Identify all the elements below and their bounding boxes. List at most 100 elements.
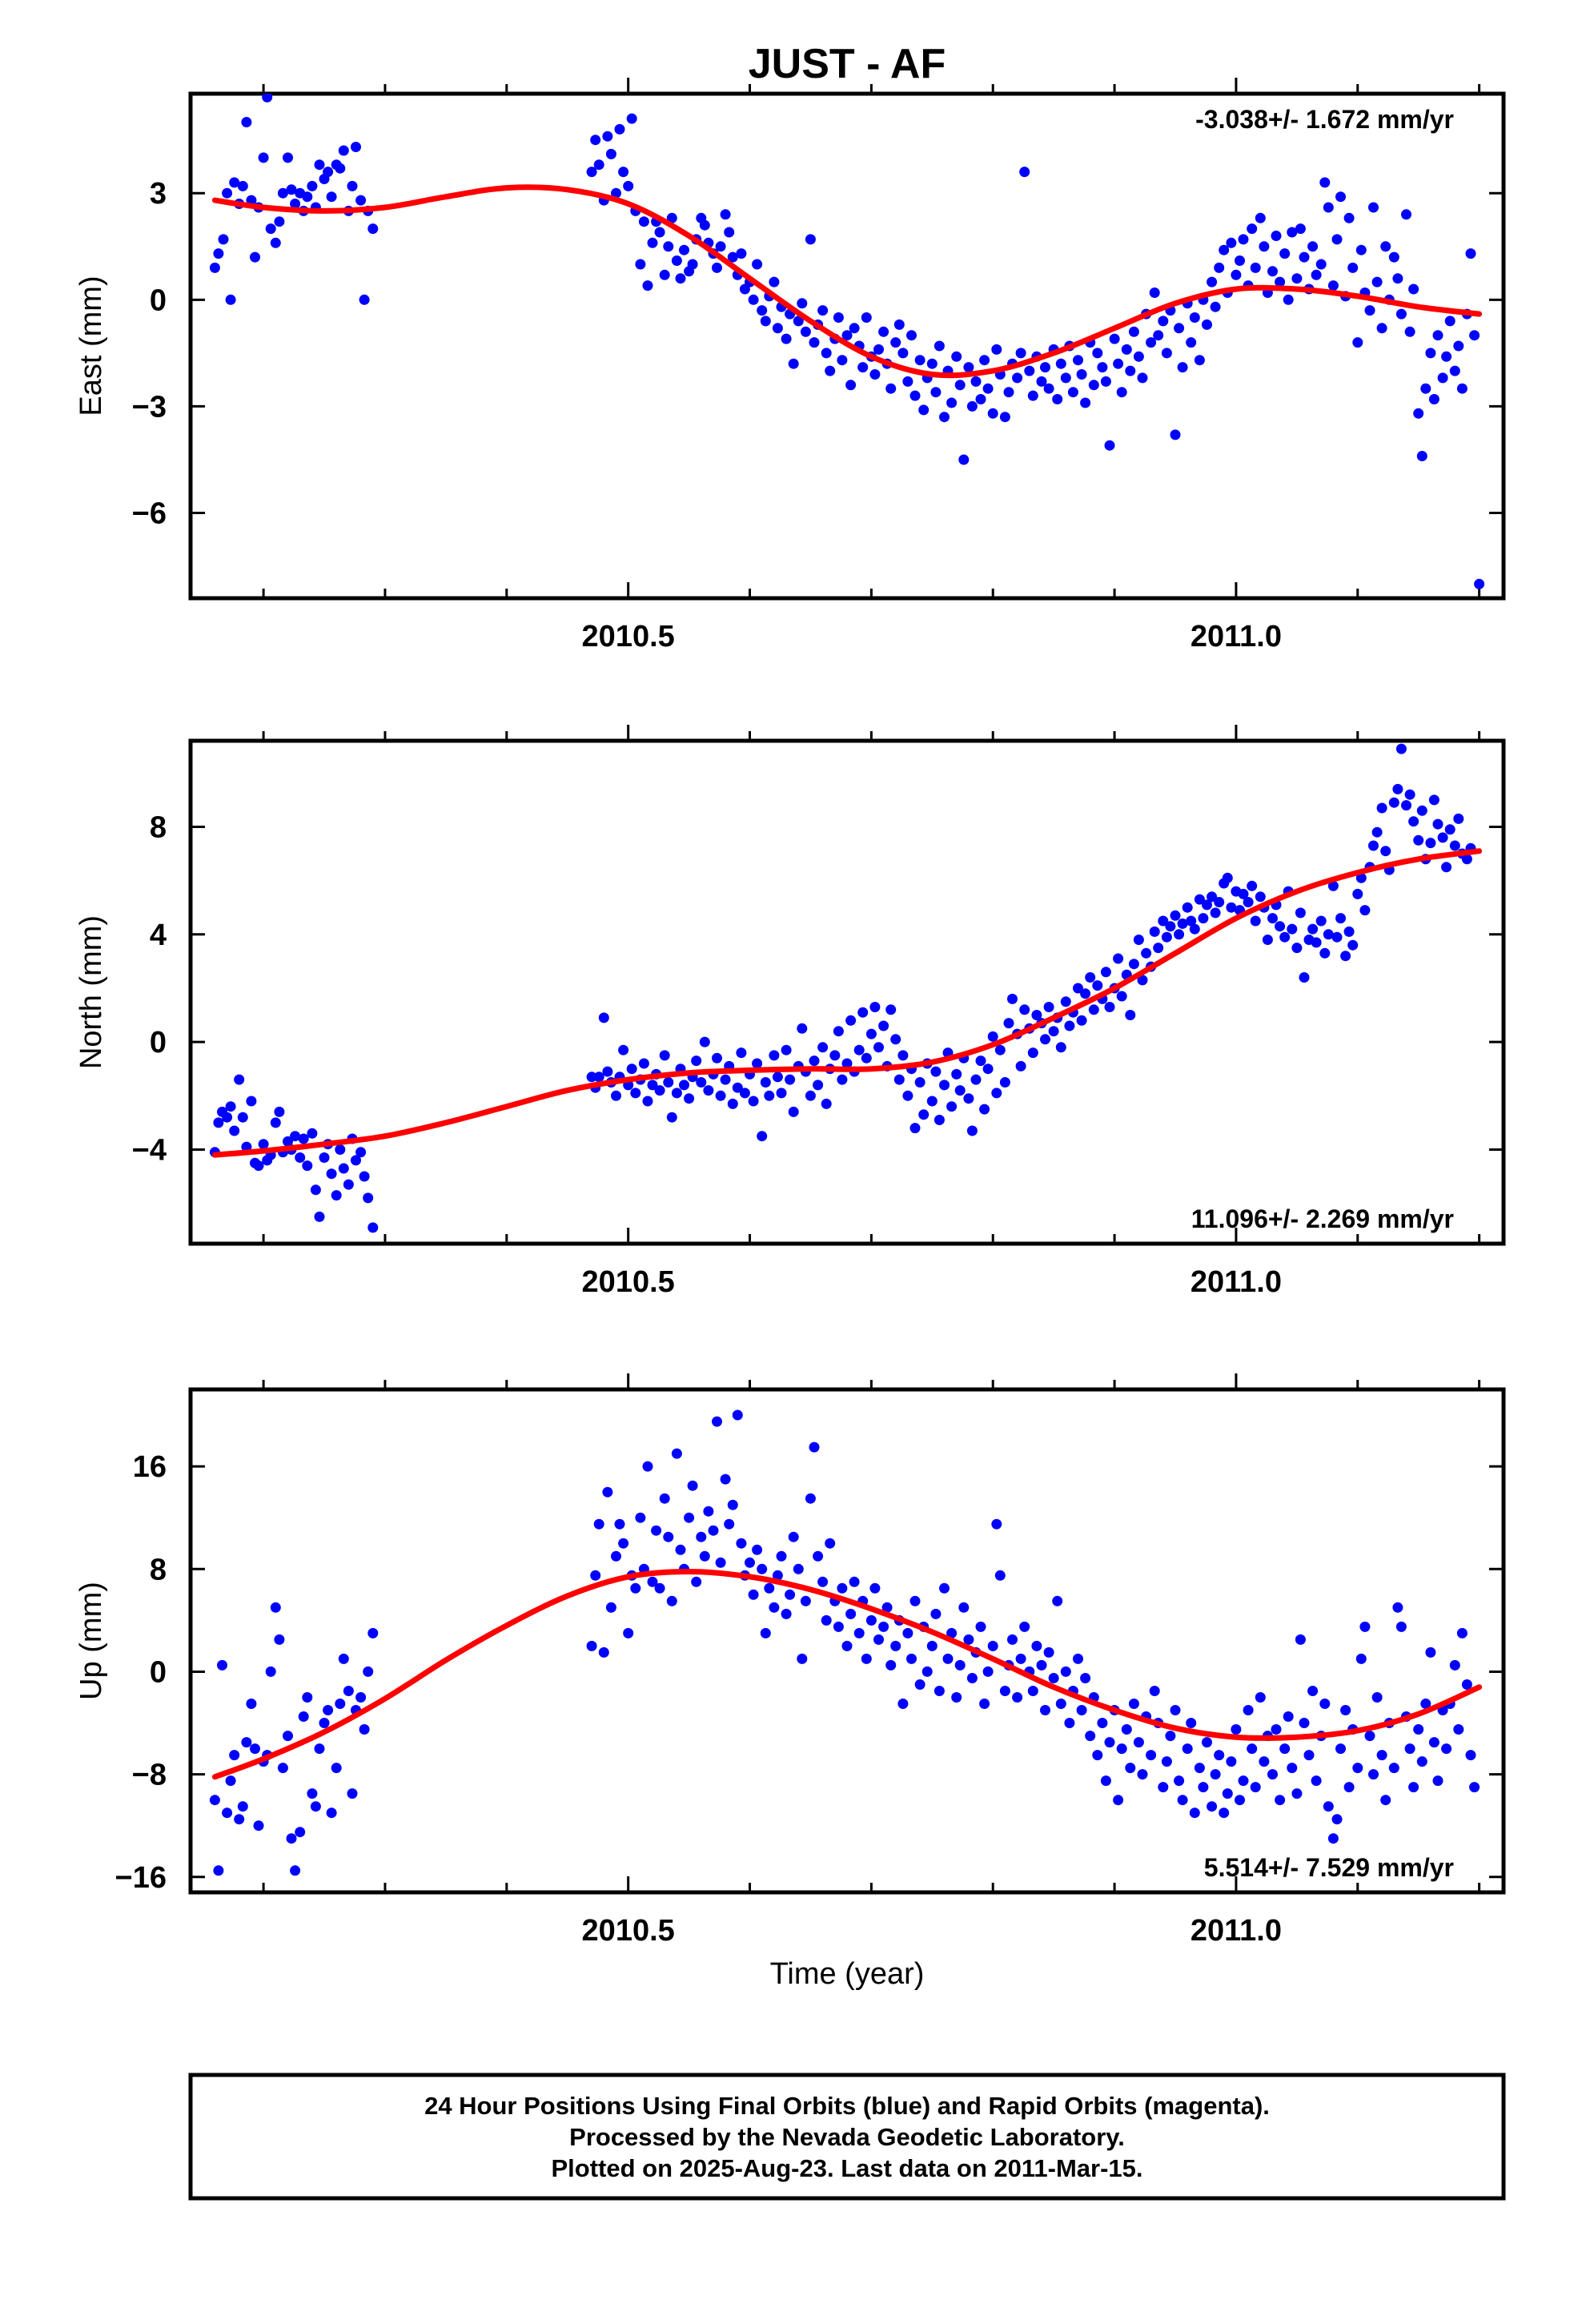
data-point	[611, 1550, 621, 1562]
data-point	[1174, 929, 1185, 940]
data-point	[873, 1042, 884, 1053]
data-point	[1231, 1724, 1242, 1735]
data-point	[712, 262, 722, 273]
data-point	[885, 1659, 897, 1671]
data-point	[999, 412, 1010, 423]
data-point	[776, 1550, 787, 1562]
data-point	[298, 1711, 309, 1722]
data-point	[691, 1576, 702, 1587]
data-point	[1080, 397, 1091, 408]
data-point	[825, 1538, 836, 1549]
x-tick-label: 2011.0	[1191, 620, 1282, 653]
data-point	[1279, 931, 1291, 943]
data-point	[1319, 947, 1331, 959]
data-point	[684, 1512, 695, 1523]
data-point	[638, 1058, 649, 1069]
data-point	[1073, 355, 1083, 366]
data-point	[1416, 805, 1427, 816]
data-point	[1355, 872, 1367, 883]
data-point	[663, 1531, 674, 1542]
data-point	[833, 1621, 844, 1632]
data-point	[809, 1055, 820, 1067]
data-point	[785, 1074, 796, 1085]
data-point	[845, 1015, 857, 1026]
data-point	[926, 1640, 938, 1651]
data-point	[732, 1409, 743, 1421]
data-point	[1177, 1795, 1188, 1806]
data-point	[1335, 1743, 1346, 1755]
data-point	[813, 1550, 824, 1562]
data-point	[307, 1128, 318, 1139]
y-axis-label: Up (mm)	[74, 1582, 108, 1700]
data-point	[1222, 872, 1233, 883]
data-point	[1428, 794, 1439, 806]
data-point	[1219, 1807, 1230, 1819]
data-point	[1283, 1711, 1294, 1722]
data-point	[1474, 0, 1484, 6]
data-point	[326, 1807, 337, 1819]
data-point	[1319, 177, 1331, 188]
data-point	[630, 1088, 641, 1099]
data-point	[1007, 993, 1018, 1004]
data-point	[283, 1731, 293, 1742]
data-point	[963, 1093, 974, 1104]
x-tick-label: 2010.5	[582, 620, 675, 653]
data-point	[1271, 231, 1282, 241]
data-point	[283, 1136, 293, 1147]
data-point	[347, 180, 358, 191]
data-point	[1060, 1666, 1071, 1677]
data-point	[1465, 248, 1476, 259]
data-point	[890, 1034, 901, 1045]
data-point	[869, 1002, 881, 1012]
data-point	[302, 1692, 313, 1703]
data-point	[946, 1101, 958, 1112]
data-point	[262, 94, 273, 103]
data-point	[323, 1705, 334, 1715]
data-point	[367, 223, 379, 235]
data-point	[1133, 351, 1144, 362]
data-point	[845, 380, 857, 391]
data-point	[1067, 387, 1078, 398]
data-point	[1158, 316, 1169, 327]
data-point	[1141, 947, 1152, 959]
data-point	[885, 1004, 897, 1015]
data-point	[666, 1595, 677, 1606]
data-point	[671, 1088, 682, 1099]
data-point	[1461, 854, 1472, 865]
data-point	[1137, 975, 1148, 986]
data-point	[310, 1801, 321, 1812]
data-point	[1161, 1756, 1172, 1767]
data-point	[1449, 1659, 1460, 1671]
data-point	[1076, 369, 1087, 380]
data-point	[833, 1026, 844, 1037]
data-point	[1073, 983, 1083, 994]
data-point	[1340, 951, 1351, 962]
data-point	[1238, 234, 1249, 245]
data-point	[586, 1072, 597, 1083]
data-point	[769, 1602, 780, 1613]
data-point	[666, 1112, 677, 1123]
data-point	[869, 1582, 881, 1594]
data-point	[878, 1020, 889, 1031]
data-point	[833, 312, 844, 323]
data-point	[736, 1538, 747, 1549]
data-point	[1307, 241, 1319, 252]
data-point	[1352, 337, 1363, 348]
data-point	[1432, 1775, 1443, 1787]
data-point	[873, 344, 884, 355]
data-point	[1255, 1692, 1266, 1703]
data-point	[679, 1080, 689, 1091]
data-point	[890, 337, 901, 348]
data-point	[314, 159, 325, 171]
data-point	[736, 1047, 747, 1059]
data-point	[829, 1050, 841, 1061]
data-point	[918, 1109, 930, 1120]
data-point	[1388, 251, 1399, 263]
data-point	[821, 348, 832, 359]
data-point	[1177, 362, 1188, 373]
data-point	[1186, 337, 1197, 348]
data-point	[696, 1077, 707, 1088]
data-point	[1428, 394, 1439, 404]
data-point	[930, 387, 942, 398]
data-point	[319, 1718, 330, 1728]
